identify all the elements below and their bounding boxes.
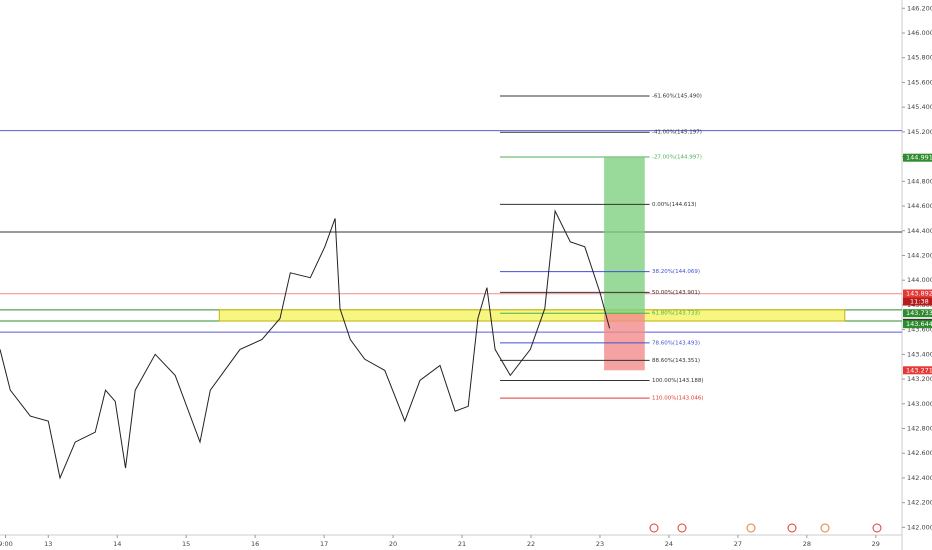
y-tick-label: 144.600 xyxy=(907,202,932,210)
fib-label: -41.00%(145.197) xyxy=(652,130,702,136)
x-tick-label: 17 xyxy=(320,540,328,548)
event-icon xyxy=(787,523,797,533)
countdown: 11:38 xyxy=(910,298,929,306)
y-tick-label: 145.200 xyxy=(907,128,932,136)
y-tick-label: 143.000 xyxy=(907,400,932,408)
x-tick-label: 20 xyxy=(389,540,397,548)
x-tick-label: 23 xyxy=(596,540,604,548)
event-icon xyxy=(746,523,756,533)
fib-label: 100.00%(143.188) xyxy=(652,378,704,384)
y-tick-label: 144.200 xyxy=(907,251,932,259)
fib-label: 110.00%(143.046) xyxy=(652,396,704,402)
price-label-bg xyxy=(903,153,932,162)
y-tick-label: 144.000 xyxy=(907,276,932,284)
countdown-bg xyxy=(903,297,932,306)
event-icon xyxy=(677,523,687,533)
fib-label: 88.60%(143.351) xyxy=(652,358,700,364)
y-tick-label: 142.800 xyxy=(907,425,932,433)
y-tick-label: 146.200 xyxy=(907,4,932,12)
y-tick-label: 145.400 xyxy=(907,103,932,111)
fib-label: 0.00%(144.613) xyxy=(652,202,697,208)
fib-label: -27.00%(144.997) xyxy=(652,154,702,160)
y-tick-label: 142.400 xyxy=(907,474,932,482)
fib-label: 38.20%(144.069) xyxy=(652,269,700,275)
event-icon xyxy=(872,523,882,533)
x-tick-label: 29 xyxy=(872,540,880,548)
x-tick-label: 22 xyxy=(527,540,535,548)
fib-label: -61.60%(145.490) xyxy=(652,94,702,100)
x-tick-label: 28 xyxy=(803,540,811,548)
zone xyxy=(218,309,846,322)
price-label-bg xyxy=(903,309,932,318)
target-zone xyxy=(604,157,645,314)
price-label: 144.991 xyxy=(906,154,932,162)
x-tick-label: 9:00 xyxy=(0,540,13,548)
x-tick-label: 15 xyxy=(182,540,190,548)
price-label: 143.271 xyxy=(906,366,932,374)
y-tick-label: 142.600 xyxy=(907,449,932,457)
y-tick-label: 145.800 xyxy=(907,54,932,62)
y-tick-label: 143.200 xyxy=(907,375,932,383)
price-label: 143.892 xyxy=(906,290,932,298)
x-tick-label: 14 xyxy=(113,540,121,548)
event-icon xyxy=(820,523,830,533)
event-icons xyxy=(649,523,882,533)
fib-label: 61.80%(143.733) xyxy=(652,311,700,317)
x-tick-label: 24 xyxy=(665,540,673,548)
price-label: 143.644 xyxy=(906,320,932,328)
y-tick-label: 146.000 xyxy=(907,29,932,37)
price-label-bg xyxy=(903,366,932,375)
x-tick-label: 16 xyxy=(251,540,259,548)
y-tick-label: 142.000 xyxy=(907,523,932,531)
y-tick-label: 144.400 xyxy=(907,227,932,235)
x-tick-label: 13 xyxy=(44,540,52,548)
y-tick-label: 143.600 xyxy=(907,326,932,334)
price-line xyxy=(0,209,611,480)
y-tick-label: 142.200 xyxy=(907,499,932,507)
y-tick-label: 145.600 xyxy=(907,78,932,86)
event-icon xyxy=(649,523,659,533)
price-label-bg xyxy=(903,289,932,298)
price-label: 143.733 xyxy=(906,309,932,317)
x-tick-label: 27 xyxy=(734,540,742,548)
y-tick-label: 144.800 xyxy=(907,177,932,185)
price-label-bg xyxy=(903,320,932,329)
fib-label: 78.60%(143.493) xyxy=(652,340,700,346)
fib-label: 50.00%(143.901) xyxy=(652,290,700,296)
stop-zone xyxy=(604,313,645,371)
y-tick-label: 143.400 xyxy=(907,350,932,358)
x-tick-label: 21 xyxy=(458,540,466,548)
